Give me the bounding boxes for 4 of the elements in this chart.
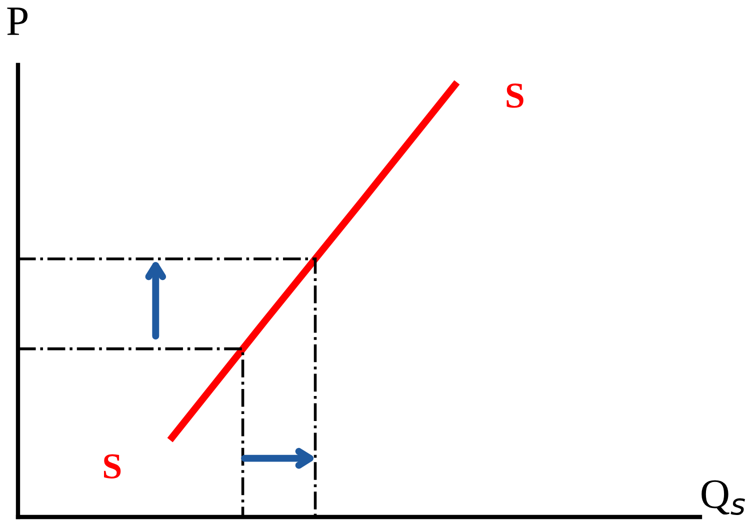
text: Q$_{s}$ bbox=[702, 480, 745, 516]
series-label: S bbox=[506, 84, 524, 108]
y-axis-title: P bbox=[7, 8, 28, 35]
text: S bbox=[104, 454, 121, 479]
